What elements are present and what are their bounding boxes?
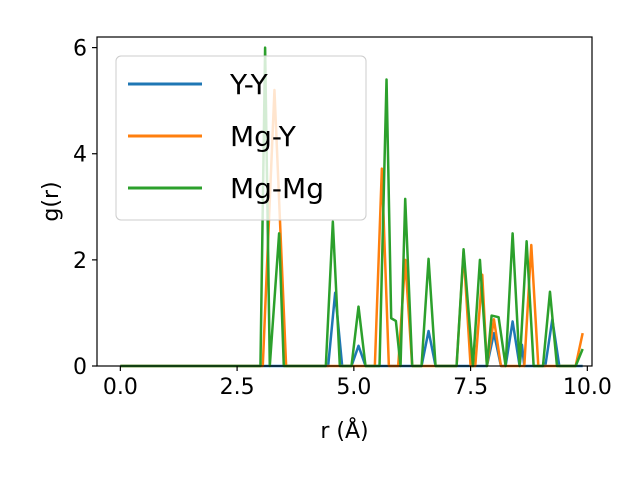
series-line-y-y: [120, 291, 583, 368]
y-tick-label: 6: [73, 37, 87, 62]
x-axis-label: r (Å): [320, 417, 368, 444]
x-tick-label: 0.0: [103, 375, 138, 400]
y-axis-label: g(r): [39, 181, 64, 221]
legend-box: [115, 55, 367, 221]
legend: Y-Y Mg-Y Mg-Mg: [115, 55, 367, 221]
x-tick-label: 7.5: [453, 375, 488, 400]
y-tick-label: 0: [73, 355, 87, 380]
x-tick-label: 10.0: [563, 375, 612, 400]
legend-label-y-y: Y-Y: [229, 68, 269, 101]
legend-label-mg-mg: Mg-Mg: [230, 172, 324, 205]
y-tick-label: 4: [73, 143, 87, 168]
x-tick-label: 5.0: [336, 375, 371, 400]
legend-label-mg-y: Mg-Y: [230, 120, 297, 153]
x-axis: 0.0 2.5 5.0 7.5 10.0: [103, 366, 612, 400]
x-tick-label: 2.5: [220, 375, 255, 400]
plot-area-frame: [96, 36, 593, 367]
y-tick-label: 2: [73, 249, 87, 274]
y-axis: 0 2 4 6: [73, 37, 97, 380]
